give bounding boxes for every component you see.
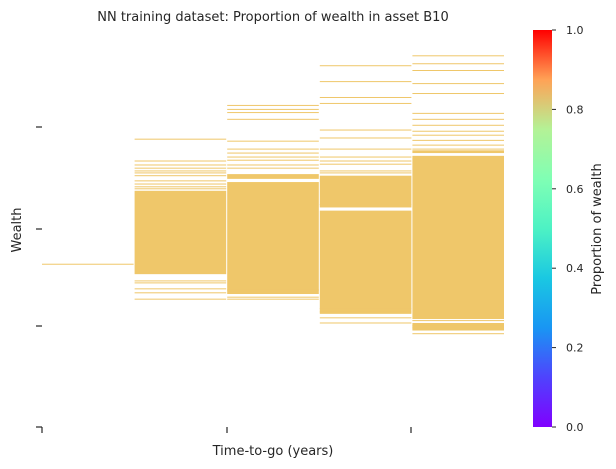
y-axis-label: Wealth — [10, 207, 25, 252]
heatmap-cell-line — [227, 159, 319, 161]
heatmap-cell-line — [227, 289, 319, 291]
heatmap-cell-line — [134, 164, 227, 166]
colorbar-ticks: 0.0 0.2 0.4 0.6 0.8 1.0 — [552, 24, 584, 434]
heatmap-cell-line — [412, 325, 504, 327]
heatmap-cell-line — [227, 108, 319, 110]
heatmap-cell-line — [319, 322, 412, 324]
heatmap-cell-line — [227, 152, 319, 154]
heatmap-cell-line — [134, 280, 227, 282]
colorbar-label: Proportion of wealth — [590, 163, 605, 294]
heatmap-cell-block — [319, 175, 412, 208]
heatmap-cell-line — [412, 112, 504, 114]
heatmap-cell-line — [412, 69, 504, 71]
heatmap-cell-line — [319, 65, 412, 67]
colorbar-tick-label: 0.8 — [566, 103, 584, 116]
heatmap-cell-block — [412, 155, 504, 320]
heatmap-cell-line — [319, 137, 412, 139]
heatmap-cell-block — [412, 322, 504, 331]
heatmap-cell-line — [412, 55, 504, 57]
heatmap-cell-line — [319, 160, 412, 162]
heatmap-cell-line — [134, 188, 227, 190]
heatmap-cell-line — [134, 172, 227, 174]
heatmap-cell-line — [134, 175, 227, 177]
heatmap-cell-line — [227, 148, 319, 150]
heatmap-body — [42, 55, 504, 335]
heatmap-cell-line — [412, 118, 504, 120]
heatmap-cell-line — [134, 186, 227, 188]
heatmap-cell-line — [134, 183, 227, 185]
colorbar-tick-label: 0.2 — [566, 342, 584, 355]
heatmap-cell-line — [134, 180, 227, 182]
heatmap-cell-line — [319, 163, 412, 165]
heatmap-cell-line — [412, 139, 504, 141]
colorbar-gradient — [533, 30, 552, 427]
heatmap-cell-line — [134, 292, 227, 294]
heatmap-cell-line — [134, 138, 227, 140]
colorbar-tick-label: 1.0 — [566, 24, 584, 37]
heatmap-cell-line — [412, 83, 504, 85]
colorbar: 0.0 0.2 0.4 0.6 0.8 1.0 Proportion of wealth — [533, 24, 605, 434]
heatmap-cell-line — [412, 134, 504, 136]
heatmap-cell-block — [227, 174, 319, 179]
heatmap-cell-line — [134, 160, 227, 162]
heatmap-cell-line — [227, 296, 319, 298]
heatmap-cell-line — [319, 170, 412, 172]
heatmap-cell-line — [319, 204, 412, 206]
heatmap-cell-line — [134, 288, 227, 290]
heatmap-cell-line — [412, 333, 504, 335]
heatmap-cell-line — [227, 104, 319, 106]
heatmap-cell-line — [319, 129, 412, 131]
heatmap-cell-line — [412, 320, 504, 322]
heatmap-cell-line — [319, 102, 412, 104]
heatmap-cell-line — [319, 156, 412, 158]
heatmap-cell-line — [42, 263, 134, 265]
x-axis-label: Time-to-go (years) — [212, 444, 334, 459]
colorbar-tick-label: 0.4 — [566, 262, 584, 275]
heatmap-cell-line — [412, 148, 504, 150]
colorbar-tick-label: 0.0 — [566, 421, 584, 434]
heatmap-cell-line — [412, 144, 504, 146]
heatmap-cell-line — [227, 112, 319, 114]
heatmap-cell-line — [319, 81, 412, 83]
heatmap-cell-line — [227, 167, 319, 169]
heatmap-cell-block — [412, 150, 504, 154]
heatmap-cell-line — [227, 140, 319, 142]
heatmap-cell-block — [319, 210, 412, 314]
heatmap-cell-line — [134, 298, 227, 300]
heatmap-cell-line — [319, 172, 412, 174]
colorbar-tick-label: 0.6 — [566, 183, 584, 196]
heatmap-cell-block — [227, 182, 319, 295]
heatmap-cell-line — [412, 130, 504, 132]
heatmap-cell-line — [227, 156, 319, 158]
heatmap-cell-line — [134, 167, 227, 169]
heatmap-cell-line — [134, 170, 227, 172]
chart-title: NN training dataset: Proportion of wealt… — [97, 10, 448, 25]
y-axis — [36, 126, 42, 428]
heatmap-cell-line — [134, 282, 227, 284]
heatmap-cell-line — [319, 148, 412, 150]
heatmap-cell-block — [134, 190, 227, 275]
heatmap-cell-line — [412, 93, 504, 95]
heatmap-cell-line — [412, 63, 504, 65]
heatmap-cell-line — [319, 311, 412, 313]
heatmap-cell-line — [319, 308, 412, 310]
heatmap-cell-line — [227, 118, 319, 120]
heatmap-cell-line — [319, 96, 412, 98]
heatmap-cell-line — [412, 327, 504, 329]
heatmap-cell-line — [412, 124, 504, 126]
heatmap-cell-line — [227, 298, 319, 300]
heatmap-cell-line — [319, 317, 412, 319]
heatmap-cell-line — [227, 164, 319, 166]
x-axis — [41, 427, 412, 433]
